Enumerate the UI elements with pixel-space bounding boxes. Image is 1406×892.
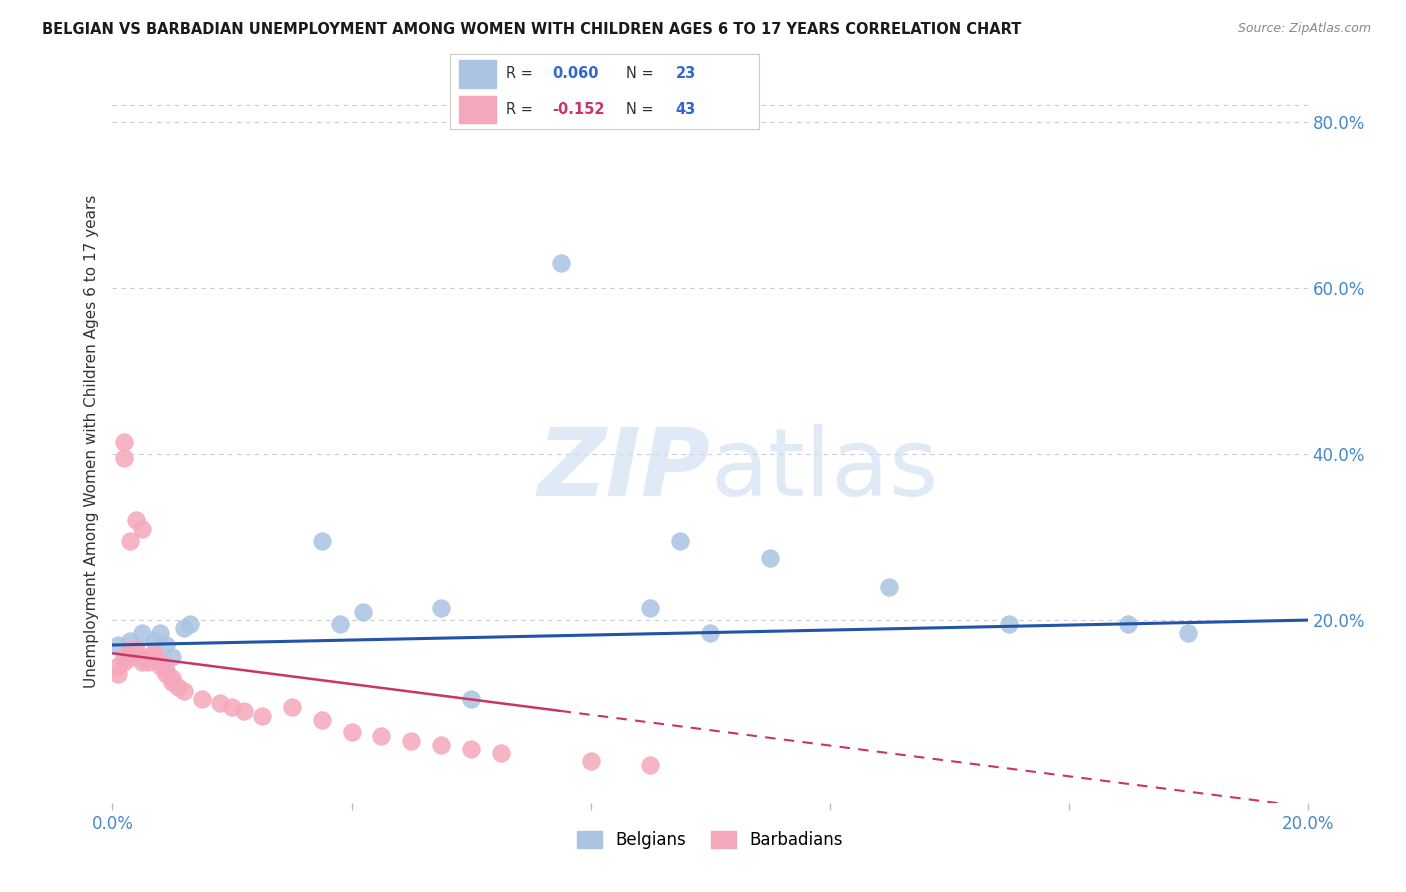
Text: 23: 23	[676, 67, 696, 81]
Point	[191, 692, 214, 706]
Point	[353, 605, 375, 619]
Point	[167, 680, 190, 694]
Point	[120, 646, 142, 660]
Point	[120, 633, 142, 648]
Point	[155, 667, 177, 681]
Text: BELGIAN VS BARBADIAN UNEMPLOYMENT AMONG WOMEN WITH CHILDREN AGES 6 TO 17 YEARS C: BELGIAN VS BARBADIAN UNEMPLOYMENT AMONG …	[42, 22, 1022, 37]
Text: 43: 43	[676, 102, 696, 117]
Point	[340, 725, 363, 739]
Text: N =: N =	[626, 102, 658, 117]
Point	[125, 642, 148, 657]
Bar	[460, 61, 496, 87]
Text: -0.152: -0.152	[553, 102, 605, 117]
Legend: Belgians, Barbadians: Belgians, Barbadians	[571, 824, 849, 856]
Point	[879, 580, 901, 594]
Text: atlas: atlas	[710, 425, 938, 516]
Point	[149, 658, 172, 673]
Point	[162, 675, 183, 690]
Point	[155, 638, 177, 652]
Point	[162, 671, 183, 685]
Point	[114, 650, 135, 665]
Point	[311, 713, 333, 727]
Point	[221, 700, 243, 714]
Point	[430, 738, 453, 752]
Point	[125, 513, 148, 527]
Point	[173, 683, 195, 698]
Point	[114, 434, 135, 449]
Text: 0.060: 0.060	[553, 67, 599, 81]
Point	[460, 741, 482, 756]
Point	[131, 522, 153, 536]
Text: N =: N =	[626, 67, 658, 81]
Y-axis label: Unemployment Among Women with Children Ages 6 to 17 years: Unemployment Among Women with Children A…	[83, 194, 98, 689]
Point	[699, 625, 721, 640]
Bar	[460, 96, 496, 123]
Point	[120, 650, 142, 665]
Point	[149, 655, 172, 669]
Point	[311, 534, 333, 549]
Point	[143, 650, 166, 665]
Point	[329, 617, 352, 632]
Point	[120, 534, 142, 549]
Text: ZIP: ZIP	[537, 425, 710, 516]
Point	[430, 600, 453, 615]
Point	[143, 633, 166, 648]
Point	[173, 621, 195, 635]
Point	[209, 696, 232, 710]
Point	[370, 730, 392, 744]
Point	[138, 655, 160, 669]
Point	[640, 600, 662, 615]
Point	[998, 617, 1021, 632]
Point	[1177, 625, 1199, 640]
Point	[131, 650, 153, 665]
Point	[107, 667, 129, 681]
Point	[460, 692, 482, 706]
Point	[250, 708, 273, 723]
Point	[155, 663, 177, 677]
Point	[550, 256, 572, 270]
Point	[114, 655, 135, 669]
Point	[640, 758, 662, 772]
Point	[120, 642, 142, 657]
Point	[1118, 617, 1140, 632]
Point	[131, 625, 153, 640]
Text: R =: R =	[506, 67, 537, 81]
Point	[114, 451, 135, 466]
Point	[138, 650, 160, 665]
Point	[759, 550, 782, 565]
Text: Source: ZipAtlas.com: Source: ZipAtlas.com	[1237, 22, 1371, 36]
Point	[233, 705, 256, 719]
Point	[107, 658, 129, 673]
Point	[131, 655, 153, 669]
Point	[179, 617, 201, 632]
Point	[579, 754, 602, 768]
Point	[162, 650, 183, 665]
Point	[489, 746, 512, 760]
Point	[149, 625, 172, 640]
Point	[143, 646, 166, 660]
Point	[107, 638, 129, 652]
Point	[281, 700, 304, 714]
Point	[669, 534, 692, 549]
Text: R =: R =	[506, 102, 537, 117]
Point	[401, 733, 423, 747]
Point	[125, 646, 148, 660]
